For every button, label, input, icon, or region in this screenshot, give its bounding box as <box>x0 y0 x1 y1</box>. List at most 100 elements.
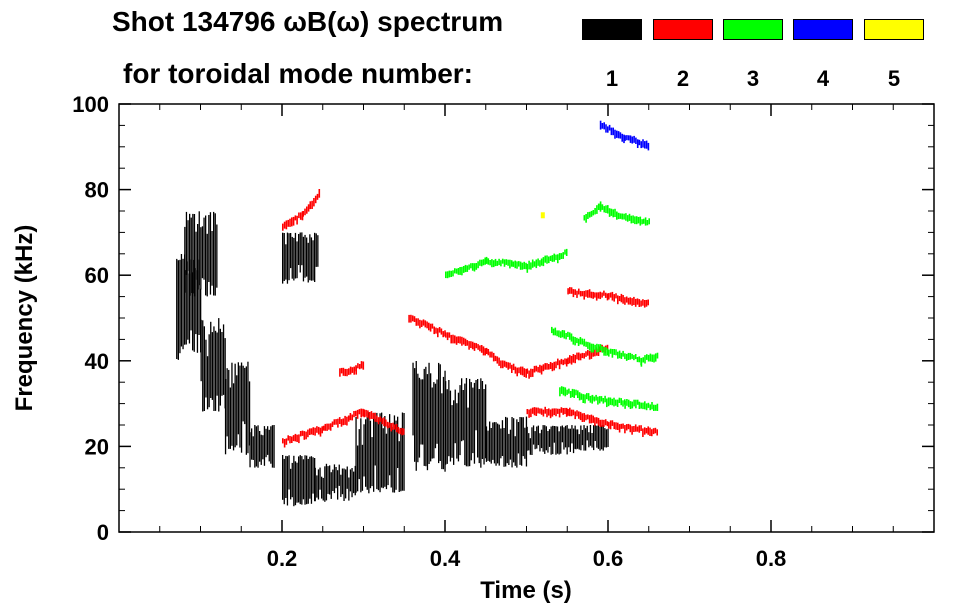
mode-band-line <box>268 429 270 462</box>
mode-track-line <box>579 290 582 297</box>
mode-track-line <box>559 331 562 338</box>
mode-band-line <box>501 420 504 456</box>
mode-track-line <box>347 415 350 422</box>
mode-track-line <box>549 409 552 419</box>
mode-band-line <box>529 438 531 455</box>
mode-track-line <box>492 352 495 362</box>
mode-band-line <box>298 456 300 503</box>
y-tick-label: 100 <box>72 92 109 117</box>
mode-band-line <box>335 467 337 489</box>
series-n=2 <box>282 189 658 448</box>
mode-band-line <box>205 215 207 296</box>
mode-band-line <box>262 435 264 460</box>
mode-track-line <box>413 316 416 322</box>
mode-track-line <box>638 356 641 363</box>
mode-track-line <box>588 211 591 218</box>
mode-track-line <box>477 261 479 269</box>
mode-track-line <box>590 343 593 353</box>
mode-track-line <box>620 293 623 303</box>
mode-track-line <box>544 406 546 414</box>
mode-track-line <box>631 298 633 306</box>
mode-track-line <box>525 262 527 270</box>
mode-track-line <box>480 345 483 353</box>
mode-band-line <box>345 469 347 499</box>
mode-track-line <box>625 296 628 303</box>
x-tick-label: 0.6 <box>593 546 624 571</box>
mode-band-line <box>293 237 295 281</box>
mode-track-line <box>613 422 615 430</box>
mode-track-line <box>571 388 574 398</box>
mode-band-line <box>605 429 608 448</box>
mode-band-line <box>267 426 269 455</box>
x-tick-label: 0.8 <box>756 546 787 571</box>
mode-track-line <box>562 386 565 396</box>
mode-band-line <box>341 468 344 495</box>
mode-band-line <box>179 259 181 354</box>
mode-track-line <box>296 434 298 442</box>
mode-track-line <box>521 366 524 376</box>
mode-band-1-1 <box>184 211 218 297</box>
legend-label-n5: 5 <box>887 66 901 91</box>
mode-band-line <box>332 469 334 491</box>
mode-track-line <box>531 407 534 414</box>
mode-track-line <box>337 418 339 428</box>
mode-track-line <box>381 418 383 425</box>
mode-track-line <box>638 401 641 409</box>
mode-band-line <box>607 428 609 447</box>
mode-band-line <box>211 231 213 286</box>
mode-track-line <box>653 404 655 411</box>
mode-track-line <box>351 414 353 421</box>
mode-band-line <box>195 231 197 280</box>
mode-track-line <box>374 412 376 422</box>
mode-track-line <box>482 346 485 356</box>
mode-band-line <box>200 319 202 382</box>
mode-track-line <box>557 358 559 366</box>
mode-band-line <box>294 461 297 506</box>
mode-track-line <box>627 399 630 408</box>
mode-track-line <box>546 409 548 418</box>
mode-track-line <box>616 212 618 220</box>
mode-track-line <box>537 258 539 266</box>
mode-track-line <box>511 364 513 373</box>
mode-band-line <box>583 425 585 451</box>
mode-band-line <box>418 377 421 458</box>
legend-swatch-n1 <box>582 19 642 40</box>
mode-track-line <box>514 366 517 374</box>
mode-track-line <box>355 410 357 417</box>
mode-band-line <box>361 444 364 491</box>
mode-band-line <box>192 272 194 351</box>
mode-track-line <box>564 407 566 415</box>
mode-track-line <box>597 396 599 405</box>
mode-band-line <box>377 423 380 491</box>
mode-track-line <box>581 352 584 359</box>
mode-track-line <box>622 400 624 407</box>
mode-band-line <box>553 426 555 443</box>
mode-band-line <box>514 436 516 466</box>
mode-track-line <box>535 365 538 372</box>
mode-track-line <box>459 267 461 275</box>
mode-track-line <box>548 408 550 416</box>
mode-track-line <box>583 413 585 422</box>
mode-band-line <box>351 468 353 498</box>
mode-track-line <box>647 142 650 151</box>
mode-track-line <box>595 417 598 424</box>
mode-track-line <box>487 349 490 356</box>
mode-band-1-4 <box>249 425 275 468</box>
mode-band-line <box>349 469 352 492</box>
mode-track-line <box>640 141 642 149</box>
mode-track-line <box>606 348 609 356</box>
mode-track-line <box>614 208 616 217</box>
mode-band-line <box>569 428 571 452</box>
mode-track-line <box>603 419 605 427</box>
mode-track-line <box>503 259 506 267</box>
mode-track-line <box>617 212 620 220</box>
mode-track-line <box>597 417 600 426</box>
mode-track-line <box>535 259 538 269</box>
mode-band-line <box>417 373 419 463</box>
mode-band-line <box>333 464 336 494</box>
mode-band-line <box>193 214 196 297</box>
mode-band-line <box>506 417 508 464</box>
mode-band-line <box>379 413 381 493</box>
mode-track-line <box>560 407 563 413</box>
